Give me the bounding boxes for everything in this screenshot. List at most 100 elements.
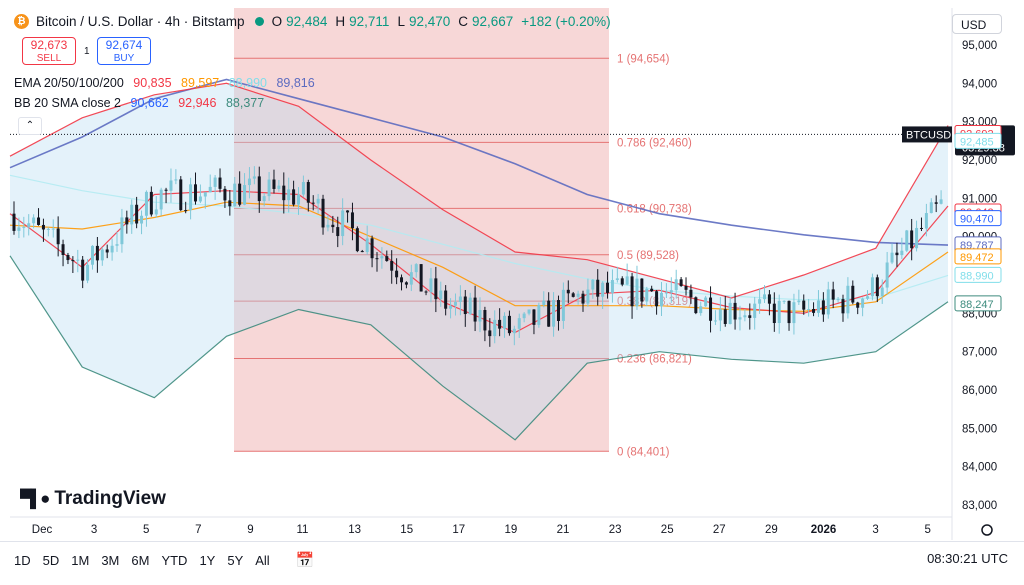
candle-body	[704, 297, 708, 307]
candle-body	[76, 259, 80, 261]
candle-body	[929, 202, 933, 214]
candle-body	[17, 227, 21, 231]
fib-level-label: 0 (84,401)	[617, 446, 670, 458]
candle-body	[866, 296, 870, 299]
candle-body	[924, 213, 928, 229]
currency-selector[interactable]: USD	[952, 14, 1002, 34]
candle-body	[336, 227, 340, 237]
candle-body	[385, 256, 389, 261]
candle-body	[821, 300, 825, 315]
candle-body	[198, 196, 202, 202]
range-ytd[interactable]: YTD	[161, 552, 188, 568]
candle-body	[213, 177, 217, 187]
candle-body	[919, 227, 923, 229]
time-tick-label: 3	[91, 524, 97, 536]
range-3m[interactable]: 3M	[101, 552, 120, 568]
symbol-title[interactable]: Bitcoin / U.S. Dollar · 4h · Bitstamp	[36, 14, 245, 29]
price-tick-label: 85,000	[962, 423, 997, 435]
candle-body	[527, 309, 531, 314]
range-6m[interactable]: 6M	[131, 552, 150, 568]
candle-body	[105, 249, 109, 253]
candle-body	[306, 182, 310, 203]
candle-body	[640, 278, 644, 302]
settings-icon	[981, 524, 993, 536]
candle-body	[635, 278, 639, 307]
sell-label: SELL	[36, 53, 62, 64]
candle-body	[826, 289, 830, 315]
candle-body	[189, 184, 193, 211]
range-5d[interactable]: 5D	[42, 552, 60, 568]
candle-body	[596, 279, 600, 297]
candle-body	[395, 270, 399, 278]
sell-button[interactable]: 92,673 SELL	[22, 37, 76, 65]
candle-body	[247, 178, 251, 186]
candle-body	[664, 292, 668, 294]
candle-body	[851, 285, 855, 303]
ohlc-open: 92,484	[286, 14, 328, 29]
currency-label: USD	[961, 18, 987, 32]
candle-body	[581, 293, 585, 304]
candle-body	[674, 279, 678, 291]
candle-body	[223, 188, 227, 201]
candle-body	[365, 238, 369, 253]
price-tag-box	[954, 210, 1002, 227]
candle-body	[316, 198, 320, 204]
price-tick-label: 94,000	[962, 78, 997, 90]
candle-body	[292, 189, 296, 205]
candle-body	[100, 249, 104, 261]
series-line	[9, 82, 949, 299]
sell-price: 92,673	[30, 38, 68, 52]
candle-body	[792, 302, 796, 324]
candle-body	[880, 287, 884, 297]
ema-label: EMA 20/50/100/200	[14, 76, 124, 90]
candle-body	[257, 176, 261, 202]
candle-body	[301, 182, 305, 195]
candle-body	[193, 184, 197, 202]
bb-upper-value: 92,946	[178, 96, 217, 110]
divider	[0, 541, 1024, 542]
candle-body	[733, 302, 737, 320]
candle-body	[856, 302, 860, 308]
ohlc-low: 92,470	[408, 14, 451, 29]
candle-body	[37, 217, 41, 225]
candle-body	[645, 288, 649, 302]
candle-body	[169, 180, 173, 191]
candle-body	[46, 228, 50, 230]
candle-body	[890, 252, 894, 263]
time-tick-label: 9	[247, 524, 253, 536]
candle-body	[439, 290, 443, 300]
utc-clock[interactable]: 08:30:21 UTC	[927, 551, 1008, 566]
ema-legend[interactable]: EMA 20/50/100/200 90,835 89,597 88,990 8…	[14, 76, 321, 90]
price-tag-box	[954, 248, 1002, 265]
candle-body	[846, 285, 850, 314]
range-1y[interactable]: 1Y	[199, 552, 216, 568]
ohlc-high-key: H	[335, 14, 346, 29]
range-1d[interactable]: 1D	[14, 552, 31, 568]
candle-body	[606, 282, 610, 293]
buy-button[interactable]: 92,674 BUY	[97, 37, 151, 65]
candle-body	[650, 288, 654, 292]
price-tick-label: 91,000	[962, 193, 997, 205]
fib-level-label: 0.786 (92,460)	[617, 137, 692, 149]
bb-legend[interactable]: BB 20 SMA close 2 90,662 92,946 88,377	[14, 96, 270, 110]
candle-body	[601, 282, 605, 297]
time-tick-label: 5	[143, 524, 149, 536]
candle-body	[179, 179, 183, 211]
candle-body	[218, 177, 222, 189]
range-all[interactable]: All	[255, 552, 270, 568]
fib-level-label: 0.5 (89,528)	[617, 250, 679, 262]
candle-body	[135, 204, 139, 224]
candle-body	[350, 212, 354, 229]
price-tick-label: 86,000	[962, 385, 997, 397]
candle-body	[836, 299, 840, 301]
range-5y[interactable]: 5Y	[227, 552, 244, 568]
range-1m[interactable]: 1M	[71, 552, 90, 568]
candle-body	[478, 310, 482, 322]
candle-body	[679, 279, 683, 287]
collapse-legend-button[interactable]: ⌃	[18, 117, 42, 135]
candle-body	[797, 300, 801, 303]
candle-body	[552, 300, 556, 327]
ema200-value: 89,816	[276, 76, 315, 90]
calendar-icon[interactable]: 📅	[295, 552, 315, 569]
